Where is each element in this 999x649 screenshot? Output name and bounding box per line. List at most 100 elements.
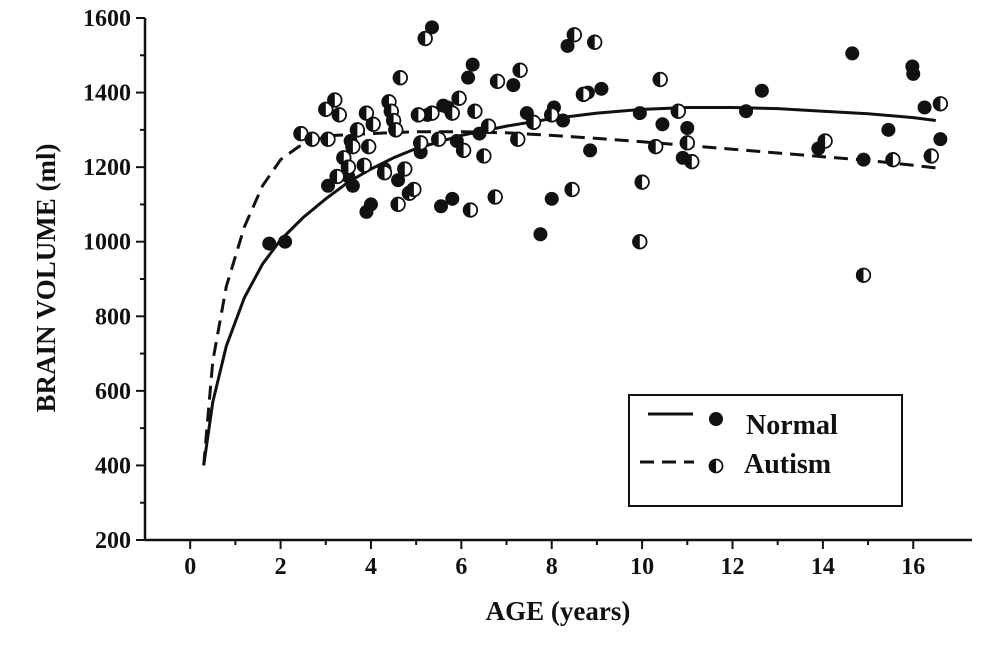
autism-point	[467, 103, 483, 119]
legend: Normal Autism	[628, 394, 903, 507]
autism-point	[406, 181, 422, 198]
autism-point	[331, 107, 347, 123]
autism-point	[489, 73, 506, 90]
y-tick-label: 200	[95, 528, 131, 554]
normal-point	[278, 234, 293, 249]
normal-point	[845, 46, 860, 61]
autism-point	[444, 105, 460, 121]
autism-point	[361, 139, 377, 155]
y-tick-label: 1400	[83, 81, 131, 107]
normal-point	[465, 57, 480, 72]
autism-point	[679, 135, 695, 151]
autism-point	[365, 116, 381, 132]
x-ticks: 0 2 4 6 8 10 12 14 16	[184, 540, 925, 580]
autism-point	[431, 131, 447, 147]
autism-point	[390, 196, 406, 212]
autism-point	[564, 181, 580, 198]
autism-point	[510, 131, 526, 147]
autism-point	[476, 148, 492, 164]
x-tick-label: 0	[184, 554, 196, 580]
autism-point	[885, 152, 901, 168]
autism-point	[587, 34, 603, 50]
autism-point	[318, 101, 334, 118]
normal-point	[363, 197, 378, 212]
autism-point	[304, 131, 320, 147]
normal-point	[583, 143, 598, 158]
autism-point	[320, 131, 336, 147]
data-points	[262, 20, 949, 283]
y-ticks: 200 400 600 800 1000 1200 1400 1600	[83, 6, 145, 554]
autism-point	[544, 107, 560, 123]
autism-point	[340, 159, 356, 175]
autism-point	[327, 92, 343, 108]
normal-point	[321, 178, 336, 193]
normal-point	[445, 191, 460, 206]
normal-point	[754, 83, 769, 98]
x-tick-label: 2	[275, 554, 287, 580]
autism-point	[487, 189, 503, 205]
normal-point	[917, 100, 932, 115]
autism-point	[575, 86, 592, 103]
autism-point	[410, 107, 426, 123]
normal-point	[906, 66, 921, 81]
legend-normal-label: Normal	[746, 410, 838, 441]
x-tick-label: 4	[365, 554, 377, 580]
normal-point	[391, 173, 406, 188]
autism-point	[462, 202, 478, 218]
x-tick-label: 10	[630, 554, 654, 580]
x-tick-label: 16	[901, 554, 925, 580]
autism-fit-line	[202, 130, 936, 466]
autism-point	[512, 62, 528, 78]
autism-point	[817, 133, 833, 149]
autism-point	[480, 118, 497, 134]
x-tick-label: 8	[546, 554, 558, 580]
autism-point	[632, 234, 648, 250]
normal-point	[632, 106, 647, 121]
normal-point	[544, 191, 559, 206]
normal-point	[345, 178, 360, 193]
y-tick-label: 600	[95, 379, 131, 405]
autism-point	[923, 148, 939, 164]
autism-point	[388, 122, 404, 138]
y-axis-title: BRAIN VOLUME (ml)	[31, 144, 61, 413]
autism-point	[397, 161, 413, 177]
autism-point	[456, 142, 472, 158]
normal-point	[680, 120, 695, 135]
legend-autism-marker	[708, 458, 724, 474]
autism-point	[670, 103, 686, 119]
y-tick-label: 1600	[83, 6, 131, 32]
autism-point	[451, 90, 467, 106]
autism-point	[413, 135, 429, 151]
autism-point	[356, 157, 372, 173]
normal-point	[424, 20, 439, 35]
legend-autism-label: Autism	[744, 449, 831, 480]
autism-point	[392, 70, 408, 86]
autism-point	[684, 154, 700, 170]
normal-point	[655, 117, 670, 132]
normal-point	[556, 113, 571, 128]
normal-point	[933, 132, 948, 147]
normal-point	[739, 104, 754, 119]
autism-point	[634, 174, 650, 190]
autism-point	[855, 267, 872, 283]
autism-point	[648, 139, 664, 155]
x-tick-label: 6	[455, 554, 467, 580]
normal-point	[881, 122, 896, 137]
autism-point	[932, 96, 949, 112]
normal-point	[461, 70, 476, 85]
y-tick-label: 400	[95, 453, 131, 479]
autism-point	[566, 27, 582, 43]
normal-point	[533, 227, 548, 242]
autism-point	[349, 122, 365, 138]
normal-point	[856, 152, 871, 167]
normal-point	[594, 81, 609, 96]
autism-point	[329, 168, 345, 185]
y-tick-label: 1200	[83, 155, 131, 181]
y-tick-label: 1000	[83, 230, 131, 256]
autism-point	[652, 71, 668, 88]
legend-normal-marker	[709, 412, 723, 426]
normal-point	[262, 236, 277, 251]
x-tick-label: 12	[720, 554, 744, 580]
autism-point	[417, 30, 433, 47]
